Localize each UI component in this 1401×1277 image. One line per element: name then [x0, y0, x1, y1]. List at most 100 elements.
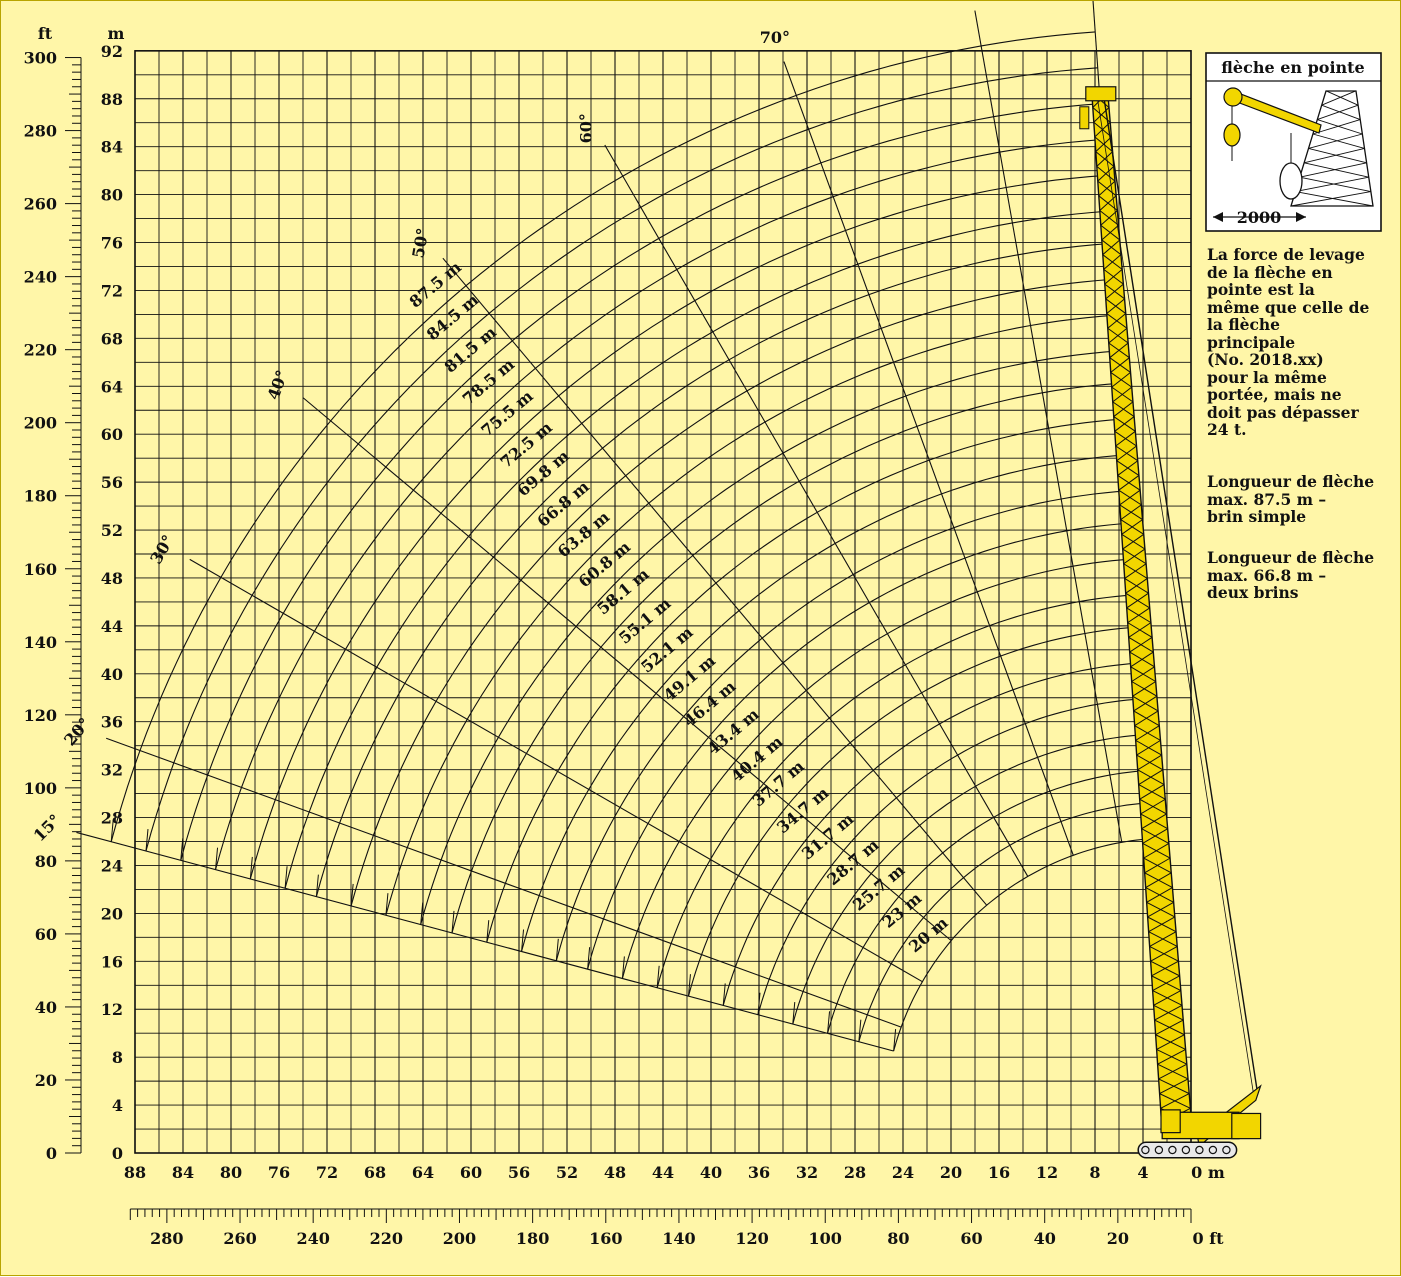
x-m-tick-label: 88 — [124, 1163, 146, 1182]
x-m-tick-label: 20 — [940, 1163, 962, 1182]
y-m-tick-label: 28 — [101, 809, 123, 828]
boom-angle-line — [302, 397, 952, 942]
inset-tower-lacing — [1308, 133, 1363, 149]
boom-length-arc — [284, 210, 1108, 889]
x-m-tick-label: 12 — [1036, 1163, 1058, 1182]
boom-lacing — [1124, 578, 1149, 594]
inset-dimension-arrow — [1296, 212, 1306, 222]
inset-tower-lacing — [1317, 119, 1363, 135]
grid-lines — [134, 50, 1192, 1154]
y-m-tick-label: 36 — [101, 713, 123, 732]
y-ft-tick-label: 0 — [46, 1144, 57, 1163]
boom-lacing — [1137, 769, 1165, 785]
y-m-tick-label: 40 — [101, 665, 123, 684]
low-angle-hatch-tick — [385, 893, 389, 916]
y-ft-unit-label: ft — [38, 24, 53, 43]
boom-angle-line — [189, 558, 923, 983]
x-m-tick-label: 44 — [652, 1163, 674, 1182]
track-roller — [1181, 1145, 1191, 1155]
boom-lacing — [1103, 268, 1124, 285]
y-ft-tick-label: 120 — [24, 706, 57, 725]
boom-length-arc — [350, 278, 1113, 907]
x-m-tick-label: 60 — [460, 1163, 482, 1182]
boom-lacing — [1095, 151, 1115, 167]
boom-lacing — [1152, 990, 1183, 1006]
inset-tower-lacing — [1304, 162, 1369, 178]
boom-length-arc — [587, 522, 1130, 970]
y-m-tick-label: 52 — [101, 521, 123, 540]
boom-length-arc — [656, 594, 1135, 988]
track-roller — [1195, 1145, 1204, 1155]
note-max-length-double: Longueur de flèche max. 66.8 m – deux br… — [1207, 548, 1375, 602]
boom-lacing — [1151, 975, 1182, 992]
y-m-tick-label: 80 — [101, 186, 123, 205]
x-m-tick-label: 80 — [220, 1163, 242, 1182]
boom-lacing — [1156, 1049, 1188, 1065]
y-m-tick-label: 56 — [101, 473, 123, 492]
x-ft-tick-label: 40 — [1034, 1229, 1056, 1248]
x-ft-tick-label: 220 — [370, 1229, 403, 1248]
boom-lacing — [1154, 1019, 1185, 1036]
boom-lacing — [1130, 666, 1156, 682]
low-angle-hatch — [110, 819, 897, 1052]
counterweight — [1231, 1112, 1262, 1140]
x-m-tick-label: 64 — [412, 1163, 434, 1182]
y-ft-tick-label: 140 — [24, 633, 57, 652]
x-m-tick-label: 56 — [508, 1163, 530, 1182]
boom-length-arc — [826, 769, 1147, 1034]
boom-lacing — [1128, 636, 1154, 653]
x-ft-tick-label: 260 — [223, 1229, 256, 1248]
boom-length-arc — [145, 67, 1098, 852]
x-m-tick-label: 40 — [700, 1163, 722, 1182]
boom-lacing — [1148, 931, 1178, 947]
inset-main-hook-block — [1279, 162, 1303, 200]
x-m-tick-label: 52 — [556, 1163, 578, 1182]
y-ft-tick-label: 180 — [24, 487, 57, 506]
boom-lacing — [1155, 1034, 1186, 1050]
track-roller — [1141, 1145, 1150, 1155]
boom-angle-label: 20° — [60, 714, 94, 749]
boom-angle-label: 40° — [264, 367, 292, 402]
boom-angle-line — [106, 737, 902, 1028]
boom-length-arc — [420, 350, 1118, 925]
boom-lacing — [1147, 916, 1177, 933]
boom-length-arc — [385, 314, 1116, 916]
hook-block — [1079, 106, 1090, 130]
inset-tower-lacing — [1321, 90, 1357, 106]
boom-angle-label: 30° — [146, 532, 178, 568]
inset-tower-lacing — [1295, 191, 1374, 207]
y-m-unit-label: m — [108, 24, 125, 43]
y-m-tick-label: 8 — [112, 1048, 123, 1067]
boom-lacing — [1123, 563, 1148, 579]
low-angle-hatch-tick — [792, 1002, 796, 1025]
boom-lacing — [1153, 1004, 1184, 1021]
x-m-tick-label: 36 — [748, 1163, 770, 1182]
track-roller — [1154, 1145, 1164, 1155]
boom-length-arc — [687, 626, 1137, 997]
boom-lacing — [1135, 739, 1162, 756]
boom-lacing — [1107, 327, 1129, 344]
boom-lacing — [1159, 1093, 1191, 1109]
boom-lacing — [1126, 607, 1152, 624]
x-ft-tick-label: 60 — [960, 1229, 982, 1248]
x-ft-tick-label: 80 — [887, 1229, 909, 1248]
low-angle-hatch-tick — [315, 874, 319, 897]
inset-tower-lacing — [1312, 133, 1365, 149]
boom-lacing — [1111, 386, 1134, 403]
boom-length-arc — [180, 103, 1101, 861]
boom-angle-line — [442, 257, 988, 906]
boom-lacing — [1150, 960, 1180, 977]
x-ft-tick-label: 160 — [589, 1229, 622, 1248]
low-angle-hatch-tick — [284, 866, 288, 889]
boom-lacing — [1133, 710, 1160, 727]
y-ft-tick-label: 80 — [35, 852, 57, 871]
boom-angle-line — [974, 10, 1123, 843]
boom-length-arc — [555, 490, 1128, 961]
boom-lacing — [1136, 754, 1164, 771]
boom-angle-label: 15° — [30, 810, 65, 845]
x-m-tick-label: 8 — [1089, 1163, 1100, 1182]
y-m-tick-label: 32 — [101, 761, 123, 780]
boom-length-arcs — [110, 31, 1152, 1052]
y-m-tick-label: 16 — [101, 952, 123, 971]
x-m-tick-label: 4 — [1137, 1163, 1148, 1182]
